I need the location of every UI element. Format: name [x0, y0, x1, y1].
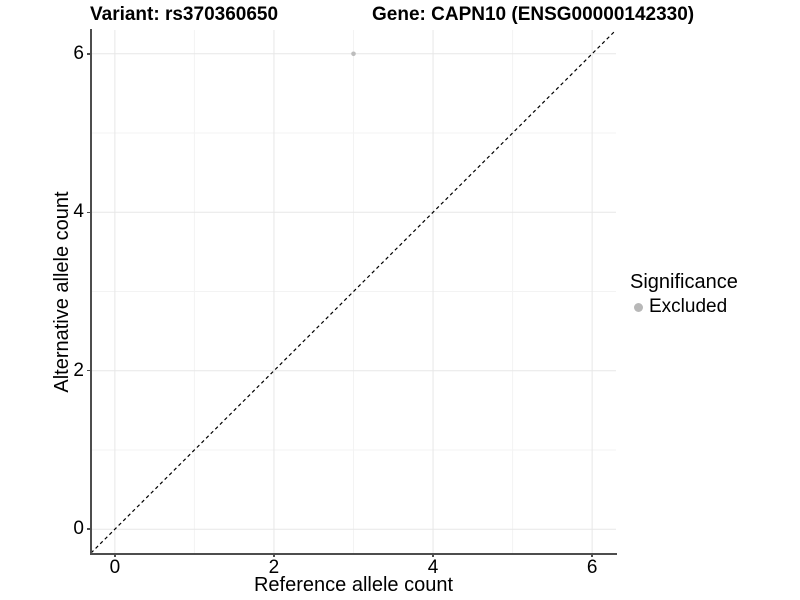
legend-key-dot-icon: [634, 302, 643, 312]
y-tick-mark: [87, 53, 91, 55]
x-tick-mark: [432, 553, 434, 557]
legend-title: Significance: [630, 271, 738, 293]
legend: Significance Excluded: [630, 270, 738, 318]
data-point: [351, 51, 356, 57]
y-tick-mark: [87, 211, 91, 213]
plot-canvas: [91, 30, 616, 553]
y-tick-mark: [87, 369, 91, 372]
plot-title-variant: Variant: rs370360650: [90, 4, 279, 25]
y-tick-label: 2: [73, 359, 84, 381]
x-tick-label: 2: [268, 557, 280, 578]
identity-line: [91, 30, 616, 553]
x-axis-title: Reference allele count: [253, 574, 453, 596]
x-tick-mark: [273, 553, 275, 557]
x-axis-line: [90, 553, 617, 555]
plot-title-gene: Gene: CAPN10 (ENSG00000142330): [372, 4, 695, 25]
legend-item: Excluded: [630, 296, 738, 318]
x-tick-label: 0: [109, 557, 121, 578]
x-tick-mark: [591, 553, 593, 557]
legend-items: Excluded: [630, 296, 738, 318]
x-tick-label: 4: [427, 557, 439, 578]
y-tick-label: 0: [73, 518, 84, 540]
y-tick-label: 4: [73, 201, 84, 223]
plot-panel: [91, 30, 616, 553]
legend-item-label: Excluded: [649, 296, 728, 317]
y-axis-line: [90, 29, 92, 554]
x-tick-mark: [114, 553, 116, 557]
x-tick-label: 6: [586, 557, 598, 578]
y-tick-mark: [87, 528, 91, 530]
y-tick-label: 6: [73, 42, 84, 64]
y-axis-title: Alternative allele count: [51, 191, 73, 393]
